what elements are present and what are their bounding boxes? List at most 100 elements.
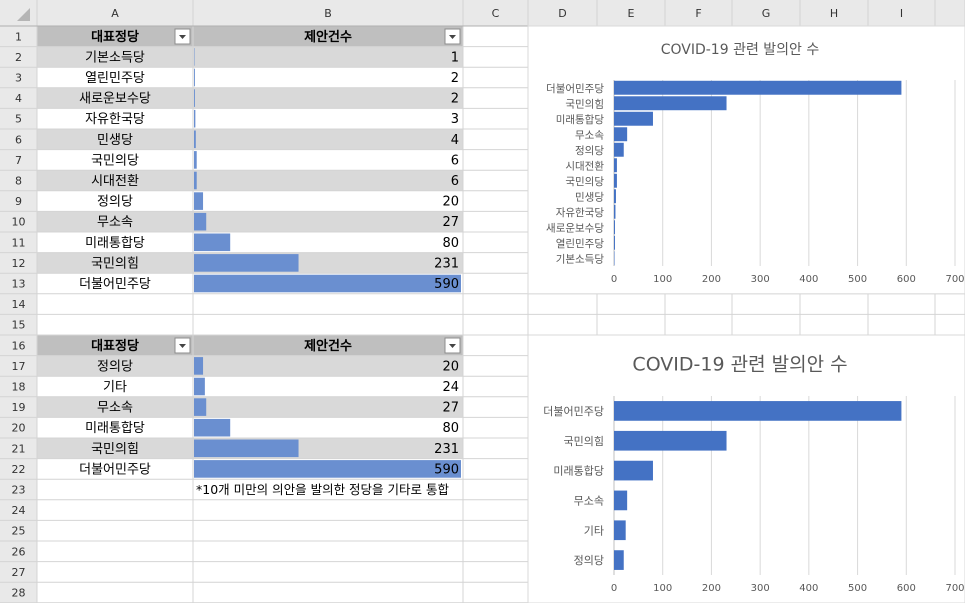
party-cell: 미래통합당 — [85, 236, 145, 251]
bar — [614, 490, 628, 511]
party-cell: 자유한국당 — [85, 112, 145, 127]
column-header-bar — [0, 0, 965, 26]
column-header: I — [900, 7, 903, 20]
x-tick-label: 600 — [897, 274, 916, 285]
column-header: A — [111, 7, 119, 20]
count-cell: 4 — [451, 133, 459, 148]
x-tick-label: 0 — [611, 274, 617, 285]
count-cell: 20 — [442, 195, 459, 210]
data-bar — [194, 418, 231, 437]
count-cell: 231 — [434, 256, 459, 271]
data-bar — [194, 233, 231, 252]
chart-area — [527, 334, 965, 603]
bar — [614, 142, 624, 157]
filter-arrow — [179, 35, 186, 39]
data-bar — [194, 212, 207, 231]
y-tick-label: 국민의당 — [565, 176, 604, 188]
row-header-bar — [0, 0, 37, 603]
note-cell: *10개 미만의 의안을 발의한 정당을 기타로 통합 — [196, 482, 449, 497]
data-bar — [194, 130, 196, 149]
data-bar — [194, 398, 207, 416]
row-header: 21 — [12, 442, 26, 455]
x-tick-label: 0 — [611, 583, 617, 594]
count-cell: 6 — [451, 174, 459, 189]
party-cell: 국민의힘 — [91, 442, 139, 457]
y-tick-label: 미래통합당 — [553, 465, 604, 478]
x-tick-label: 300 — [751, 583, 770, 594]
row-header: 19 — [12, 401, 26, 414]
x-tick-label: 200 — [702, 583, 721, 594]
column-header: F — [695, 7, 701, 20]
y-tick-label: 국민의힘 — [564, 435, 604, 448]
row-header: 27 — [12, 566, 26, 579]
row-fill — [37, 26, 463, 47]
bar — [614, 80, 902, 95]
row-header: 11 — [12, 236, 26, 249]
y-tick-label: 무소속 — [574, 494, 604, 507]
table-header: 제안건수 — [304, 338, 352, 354]
chart-title: COVID-19 관련 발의안 수 — [661, 42, 820, 58]
bar — [614, 220, 615, 235]
bar — [614, 173, 617, 188]
party-cell: 국민의힘 — [91, 256, 139, 271]
row-header: 5 — [15, 113, 22, 126]
count-cell: 24 — [442, 380, 459, 395]
party-cell: 정의당 — [97, 359, 133, 374]
row-fill — [37, 355, 463, 377]
bar — [614, 550, 624, 570]
bar — [614, 204, 616, 219]
party-cell: 정의당 — [97, 195, 133, 210]
row-header: 28 — [12, 587, 26, 600]
party-cell: 미래통합당 — [85, 421, 145, 436]
party-cell: 더불어민주당 — [79, 277, 151, 292]
row-header: 14 — [12, 298, 26, 311]
party-cell: 민생당 — [97, 133, 133, 148]
bar — [614, 158, 617, 173]
y-tick-label: 정의당 — [575, 145, 604, 157]
chart-title: COVID-19 관련 발의안 수 — [632, 354, 847, 376]
row-fill — [37, 396, 463, 418]
data-bar — [194, 274, 461, 293]
column-header: D — [558, 7, 566, 20]
bar — [614, 127, 628, 142]
data-bar — [194, 377, 205, 396]
data-bar — [194, 192, 204, 210]
bar — [614, 235, 615, 250]
y-tick-label: 새로운보수당 — [546, 222, 604, 234]
bar — [614, 460, 653, 481]
x-tick-label: 200 — [702, 274, 721, 285]
x-tick-label: 700 — [945, 274, 964, 285]
row-header: 9 — [15, 195, 22, 208]
x-tick-label: 400 — [799, 274, 818, 285]
x-tick-label: 700 — [945, 583, 964, 594]
count-cell: 80 — [442, 421, 459, 436]
count-cell: 80 — [442, 236, 459, 251]
y-tick-label: 기타 — [584, 524, 604, 537]
y-tick-label: 미래통합당 — [556, 114, 605, 126]
column-header: C — [492, 7, 500, 20]
row-header: 3 — [15, 72, 22, 85]
row-header: 23 — [12, 484, 26, 497]
bar — [614, 111, 653, 126]
party-cell: 기타 — [103, 380, 127, 395]
filter-arrow — [449, 344, 456, 348]
y-tick-label: 더불어민주당 — [543, 405, 604, 418]
row-header: 2 — [15, 51, 22, 64]
filter-arrow — [449, 35, 456, 39]
y-tick-label: 시대전환 — [565, 160, 604, 172]
y-tick-label: 더불어민주당 — [546, 83, 604, 95]
party-cell: 시대전환 — [91, 174, 139, 189]
x-tick-label: 300 — [751, 274, 770, 285]
row-header: 26 — [12, 545, 26, 558]
row-header: 1 — [15, 30, 22, 43]
data-bar — [194, 68, 195, 87]
y-tick-label: 열린민주당 — [556, 238, 605, 250]
data-bar — [194, 171, 197, 190]
data-bar — [194, 357, 204, 375]
party-cell: 더불어민주당 — [79, 462, 151, 477]
bar — [614, 520, 626, 541]
x-tick-label: 600 — [897, 583, 916, 594]
column-header: B — [324, 7, 332, 20]
data-bar — [194, 109, 196, 128]
